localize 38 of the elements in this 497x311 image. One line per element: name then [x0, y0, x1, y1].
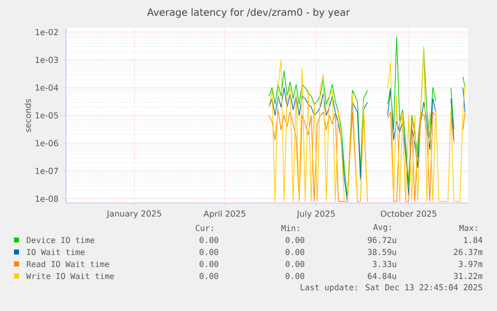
text: 3.33u [372, 260, 396, 268]
text: 38.59u [368, 248, 396, 256]
y-axis-title: seconds [24, 98, 31, 132]
y-tick-label: 1e-02 [36, 28, 58, 36]
x-tick-label: April 2025 [204, 210, 246, 218]
y-tick-label: 1e-05 [36, 112, 58, 119]
x-tick-label: January 2025 [106, 210, 162, 218]
y-tick-label: 1e-04 [36, 84, 58, 91]
text: Avg: [373, 224, 391, 232]
text: 26.37m [454, 248, 482, 256]
text: 0.00 [286, 260, 304, 268]
y-tick-label: 1e-06 [36, 140, 58, 146]
text: Min: [281, 224, 299, 232]
legend-label: Read IO Wait time [26, 260, 110, 268]
text: 0.00 [286, 272, 304, 280]
x-tick-label: July 2025 [296, 210, 335, 218]
text: Max: [459, 224, 477, 232]
legend-label: IO Wait time [27, 248, 85, 256]
legend-label: Device IO time [26, 236, 94, 244]
y-tick-label: 1e-03 [36, 56, 58, 63]
text: 0.00 [200, 260, 218, 268]
text: 0.00 [200, 236, 218, 244]
text: 3.97m [458, 260, 482, 268]
legend-label: Write IO Wait time [26, 272, 114, 280]
text: 0.00 [200, 248, 218, 256]
text: 96.72u [368, 236, 396, 244]
text: 1.84 [464, 236, 482, 244]
y-tick-label: 1e-08 [36, 196, 58, 202]
y-tick-label: 1e-07 [36, 168, 58, 174]
text: 0.00 [200, 272, 218, 280]
x-tick-label: October 2025 [380, 210, 436, 217]
chart-title: Average latency for /dev/zram0 - by year [147, 8, 350, 18]
text: 31.22m [454, 272, 482, 280]
text: 0.00 [286, 248, 304, 256]
text: 64.84u [368, 272, 396, 280]
text: Cur: [196, 224, 213, 232]
text: 0.00 [286, 236, 304, 244]
text: Last update: Sat Dec 13 22:45:04 2025 [300, 284, 482, 292]
